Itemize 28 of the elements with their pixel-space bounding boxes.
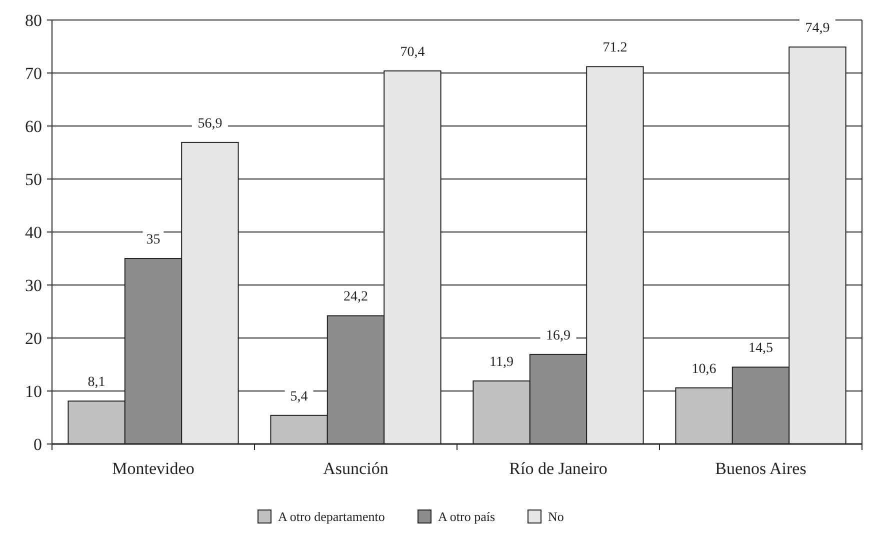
- data-label: 14,5: [748, 341, 773, 356]
- x-tick-label: Buenos Aires: [715, 459, 806, 478]
- x-tick-label: Río de Janeiro: [509, 459, 608, 478]
- legend-label: No: [548, 509, 564, 524]
- y-tick-label: 50: [25, 170, 42, 189]
- data-label: 56,9: [198, 116, 222, 132]
- legend-label: A otro departamento: [278, 509, 385, 524]
- y-tick-label: 40: [25, 222, 42, 242]
- x-tick-label: Montevideo: [112, 459, 194, 478]
- y-tick-label: 70: [25, 64, 42, 83]
- data-label: 74,9: [805, 21, 830, 36]
- data-label: 70,4: [400, 44, 425, 60]
- legend-label: A otro país: [438, 509, 496, 524]
- y-tick-label: 10: [25, 382, 42, 401]
- y-tick-label: 20: [25, 328, 42, 348]
- data-label: 10,6: [692, 362, 716, 377]
- x-tick-label: Asunción: [323, 459, 389, 478]
- y-tick-label: 0: [34, 434, 42, 454]
- data-label: 16,9: [546, 328, 570, 344]
- data-label: 24,2: [344, 290, 368, 305]
- data-label: 5,4: [290, 389, 308, 404]
- y-tick-label: 80: [25, 10, 42, 30]
- y-tick-label: 30: [25, 276, 42, 295]
- data-label: 8,1: [88, 375, 106, 390]
- data-label: 35: [146, 232, 160, 248]
- data-label: 71.2: [602, 40, 628, 56]
- y-tick-label: 60: [25, 116, 42, 136]
- data-label: 11,9: [490, 354, 514, 370]
